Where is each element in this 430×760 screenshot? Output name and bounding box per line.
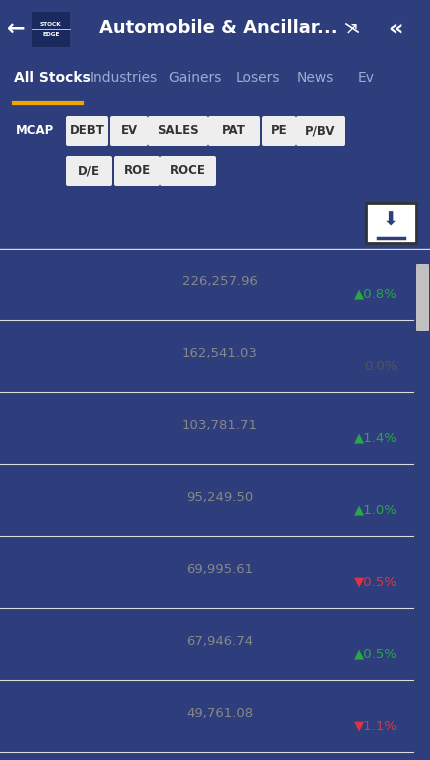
Text: Losers: Losers bbox=[236, 71, 280, 85]
Text: D/E: D/E bbox=[78, 164, 100, 178]
Text: 49,761.08: 49,761.08 bbox=[186, 707, 253, 720]
FancyBboxPatch shape bbox=[110, 116, 147, 146]
Text: PE: PE bbox=[270, 125, 287, 138]
Text: 3,325.00: 3,325.00 bbox=[338, 483, 397, 496]
Text: 489.50: 489.50 bbox=[351, 340, 397, 353]
Text: ▼1.1%: ▼1.1% bbox=[353, 720, 397, 733]
Text: Automobile & Ancillar...: Automobile & Ancillar... bbox=[98, 19, 337, 37]
Text: 226,257.96: 226,257.96 bbox=[181, 274, 257, 287]
Text: Industries: Industries bbox=[90, 71, 158, 85]
Text: Bajaj Auto Ltd.: Bajaj Auto Ltd. bbox=[12, 490, 109, 504]
FancyBboxPatch shape bbox=[208, 116, 259, 146]
Text: ↗: ↗ bbox=[344, 19, 358, 37]
Text: DEBT: DEBT bbox=[69, 125, 104, 138]
Text: 846.30: 846.30 bbox=[351, 411, 397, 425]
FancyBboxPatch shape bbox=[66, 156, 112, 186]
Text: PAT: PAT bbox=[221, 125, 246, 138]
Text: 16,700.70: 16,700.70 bbox=[330, 699, 397, 713]
Text: «: « bbox=[387, 18, 401, 38]
Text: ▲0.8%: ▲0.8% bbox=[353, 287, 397, 300]
Text: News: News bbox=[296, 71, 334, 85]
Text: Motherson Sumi Systems
Ltd.: Motherson Sumi Systems Ltd. bbox=[12, 555, 181, 583]
Text: ▲1.0%: ▲1.0% bbox=[353, 504, 397, 517]
Text: 69,995.61: 69,995.61 bbox=[186, 562, 253, 575]
Text: Bosch Ltd.: Bosch Ltd. bbox=[12, 707, 81, 720]
FancyBboxPatch shape bbox=[114, 156, 160, 186]
FancyBboxPatch shape bbox=[295, 116, 344, 146]
Text: 0.0%: 0.0% bbox=[364, 359, 397, 372]
Text: All Stocks: All Stocks bbox=[14, 71, 91, 85]
Text: Mahindra & Mahindra Ltd.: Mahindra & Mahindra Ltd. bbox=[12, 419, 184, 432]
Text: EV: EV bbox=[120, 125, 137, 138]
FancyBboxPatch shape bbox=[415, 264, 428, 331]
Text: ROCE: ROCE bbox=[170, 164, 206, 178]
Text: ←: ← bbox=[7, 19, 25, 39]
Text: 67,946.74: 67,946.74 bbox=[186, 635, 253, 648]
FancyBboxPatch shape bbox=[160, 156, 215, 186]
Text: 95,249.50: 95,249.50 bbox=[186, 490, 253, 504]
FancyBboxPatch shape bbox=[6, 116, 65, 146]
FancyBboxPatch shape bbox=[365, 203, 415, 243]
Text: Tata Motors Ltd.: Tata Motors Ltd. bbox=[12, 347, 118, 359]
Text: SALES: SALES bbox=[157, 125, 198, 138]
Text: Eicher Motors Ltd.: Eicher Motors Ltd. bbox=[12, 635, 132, 648]
FancyBboxPatch shape bbox=[66, 116, 108, 146]
Text: ▼0.5%: ▼0.5% bbox=[353, 575, 397, 588]
Text: Maruti Suzuki India Ltd.: Maruti Suzuki India Ltd. bbox=[12, 274, 169, 287]
Text: Ev: Ev bbox=[357, 71, 374, 85]
Text: MCAP: MCAP bbox=[16, 125, 55, 138]
Text: Market Cap(Rs. Cr.): Market Cap(Rs. Cr.) bbox=[107, 213, 272, 227]
Text: 7,549.60: 7,549.60 bbox=[338, 268, 397, 280]
FancyBboxPatch shape bbox=[32, 12, 70, 47]
Text: 103,781.71: 103,781.71 bbox=[181, 419, 258, 432]
Text: 2,496.40: 2,496.40 bbox=[338, 628, 397, 641]
Text: ROE: ROE bbox=[123, 164, 150, 178]
Text: ⬇: ⬇ bbox=[382, 211, 398, 230]
Text: ▲0.5%: ▲0.5% bbox=[353, 648, 397, 660]
Text: 220.65: 220.65 bbox=[351, 556, 397, 568]
FancyBboxPatch shape bbox=[261, 116, 295, 146]
Text: ▲1.4%: ▲1.4% bbox=[353, 432, 397, 445]
Text: P/BV: P/BV bbox=[304, 125, 335, 138]
Text: EDGE: EDGE bbox=[42, 31, 60, 36]
FancyBboxPatch shape bbox=[147, 116, 208, 146]
Text: STOCK: STOCK bbox=[40, 21, 62, 27]
Text: 162,541.03: 162,541.03 bbox=[181, 347, 257, 359]
Text: Gainers: Gainers bbox=[168, 71, 221, 85]
